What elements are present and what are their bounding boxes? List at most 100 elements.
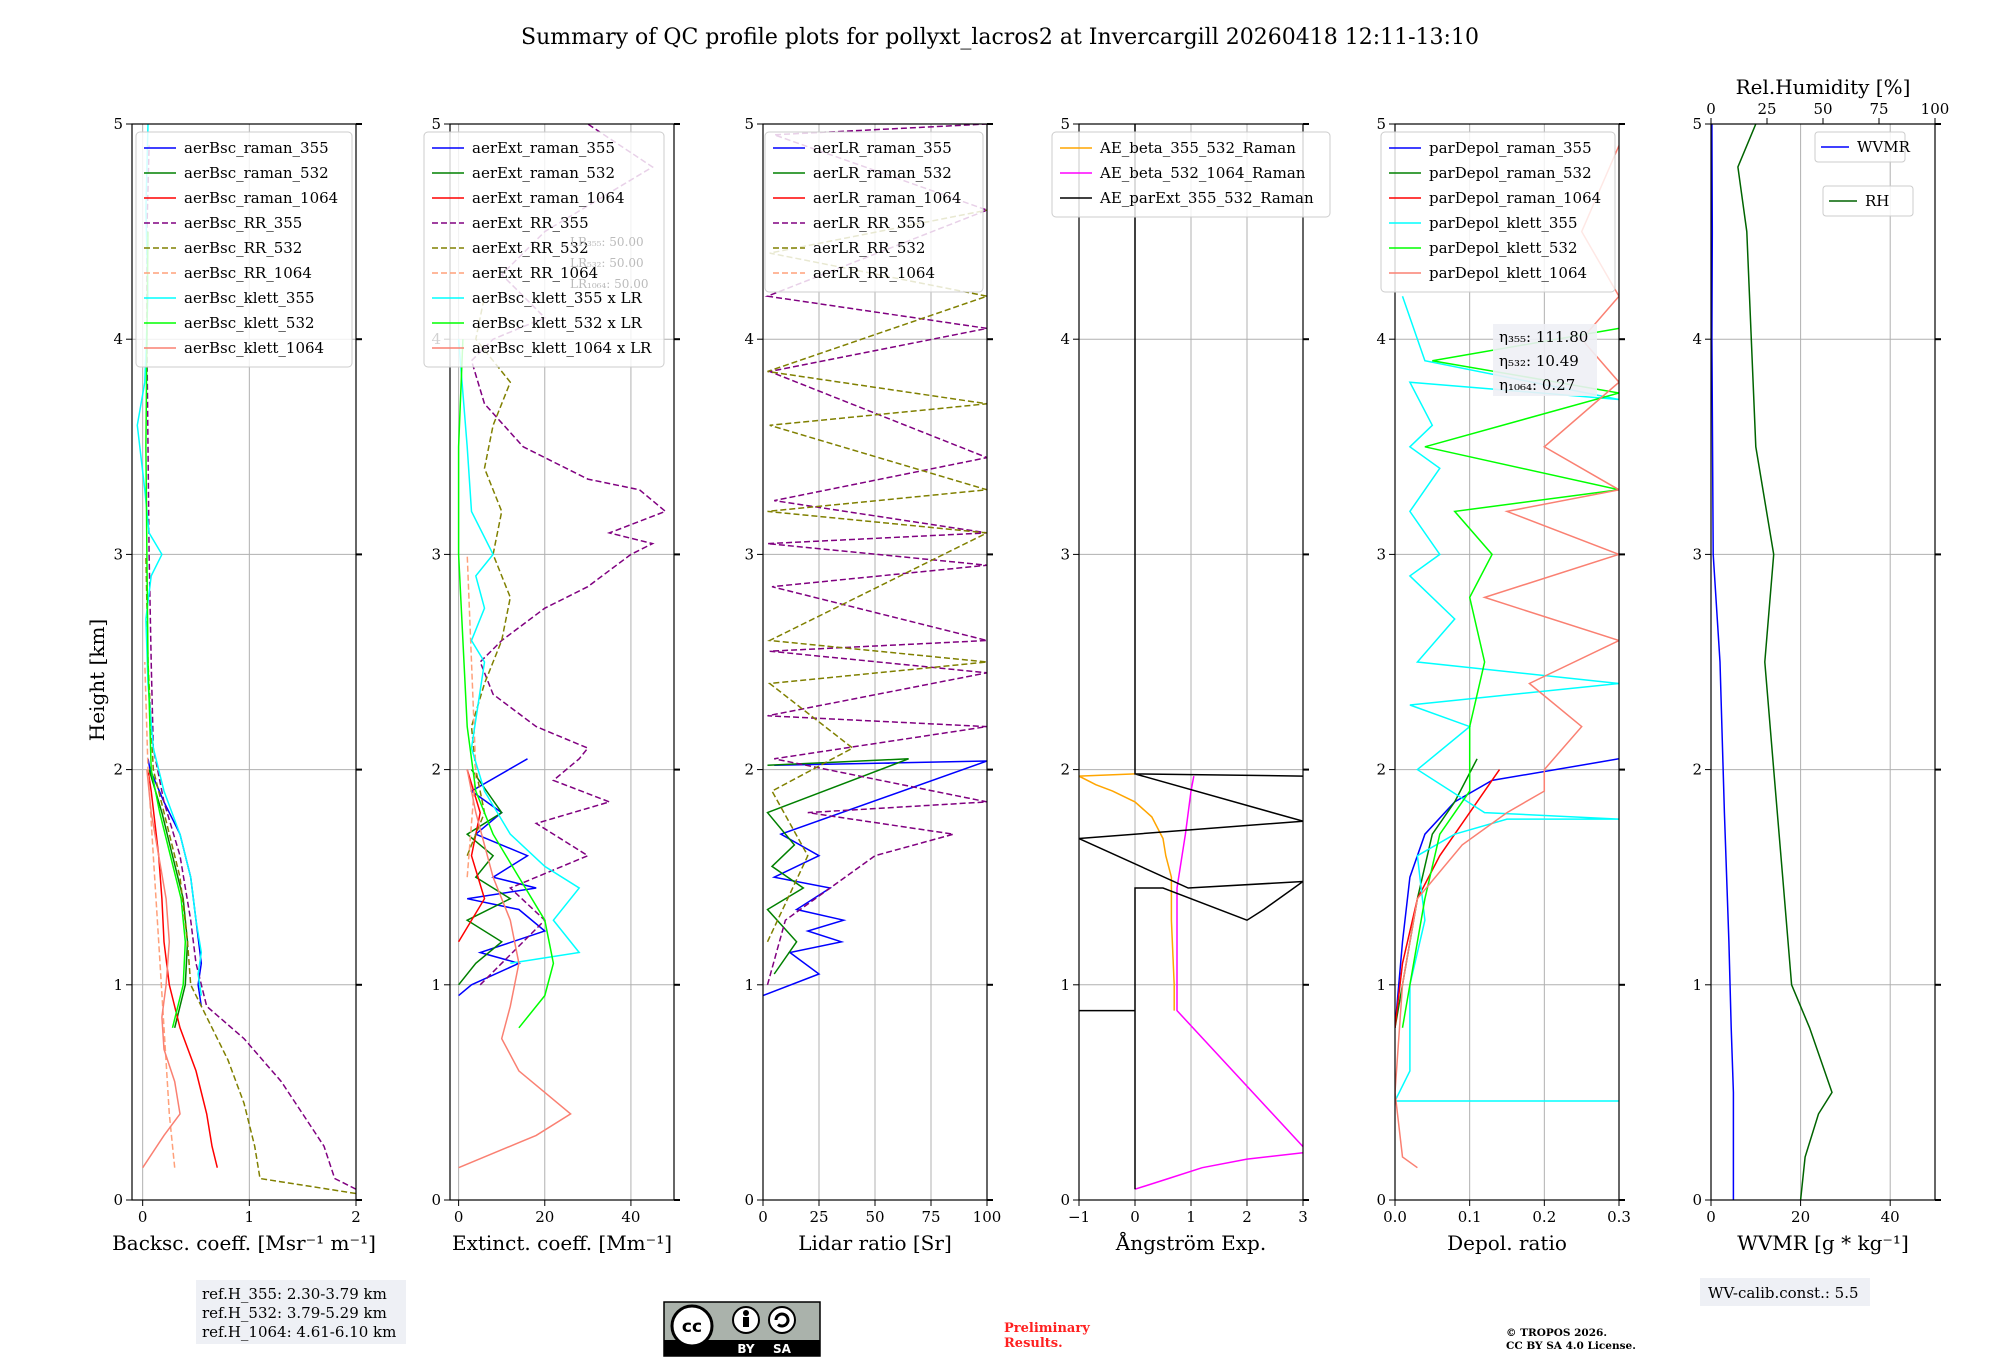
figure-title: Summary of QC profile plots for pollyxt_… — [521, 25, 1479, 50]
series-ext-aerBsc_klett_532 x LR — [457, 339, 555, 1029]
y-tick-label-lr-5: 5 — [744, 115, 754, 133]
x-tick-label-depol-2: 0.2 — [1532, 1208, 1556, 1226]
by-person-icon — [743, 1310, 749, 1316]
y-tick-label-ext-5: 5 — [431, 115, 441, 133]
x-tick-label-bsc-0: 0 — [138, 1208, 148, 1226]
legend-label-bsc-6: aerBsc_klett_355 — [184, 289, 315, 307]
legend-label-depol-2: parDepol_raman_1064 — [1429, 189, 1601, 207]
legend-label-ext-1: aerExt_raman_532 — [472, 164, 615, 182]
series-depol-parDepol_klett_1064 — [1395, 145, 1619, 1169]
legend-label-ext-3: aerExt_RR_355 — [472, 214, 589, 232]
x-tick-label-ext-0: 0 — [454, 1208, 464, 1226]
ref-height-box: ref.H_355: 2.30-3.79 km ref.H_532: 3.79-… — [196, 1280, 406, 1344]
panel-ext: 02040012345Extinct. coeff. [Mm⁻¹]aerExt_… — [423, 115, 680, 1255]
legend-label-lr-3: aerLR_RR_355 — [813, 214, 925, 232]
top-tick-label-2: 50 — [1813, 100, 1832, 118]
annotation-depol-1: η₅₃₂: 10.49 — [1499, 352, 1579, 370]
legend-label-ext-7: aerBsc_klett_532 x LR — [472, 314, 643, 332]
series-depol-parDepol_klett_532 — [1401, 327, 1619, 1028]
legend-label-lr-0: aerLR_raman_355 — [813, 139, 952, 157]
series-depol-parDepol_raman_355 — [1395, 758, 1619, 1028]
axes-frame-bsc — [131, 123, 357, 1201]
legend-label-wv-0: WVMR — [1857, 138, 1911, 156]
wv-calib-text: WV-calib.const.: 5.5 — [1708, 1284, 1859, 1302]
legend-ae: AE_beta_355_532_Raman AE_beta_532_1064_Ra… — [1051, 131, 1331, 218]
y-tick-label-wv-3: 3 — [1692, 545, 1702, 563]
series-bsc-aerBsc_RR_532 — [145, 554, 356, 1195]
y-tick-label-bsc-2: 2 — [113, 761, 123, 779]
legend-label-ae-1: AE_beta_532_1064_Raman — [1099, 164, 1306, 182]
x-axis-label-wv: WVMR [g * kg⁻¹] — [1737, 1231, 1909, 1255]
x-tick-label-lr-2: 50 — [865, 1208, 884, 1226]
legend-label-ext-2: aerExt_raman_1064 — [472, 189, 625, 207]
x-tick-label-depol-1: 0.1 — [1458, 1208, 1482, 1226]
series-ae-AE_parExt_355_532_Raman — [1079, 124, 1303, 1190]
x-tick-label-ae-3: 2 — [1242, 1208, 1252, 1226]
x-tick-label-ae-2: 1 — [1186, 1208, 1196, 1226]
y-tick-label-lr-3: 3 — [744, 545, 754, 563]
x-tick-label-wv-2: 40 — [1881, 1208, 1900, 1226]
series-ext-aerExt_RR_532 — [466, 296, 512, 856]
annotation-box-depol — [1493, 324, 1597, 396]
y-tick-label-bsc-5: 5 — [113, 115, 123, 133]
x-tick-label-lr-1: 25 — [809, 1208, 828, 1226]
series-bsc-aerBsc_klett_1064 — [142, 769, 181, 1169]
x-axis-label-lr: Lidar ratio [Sr] — [798, 1231, 952, 1255]
series-ae-AE_beta_355_532_Raman — [1079, 773, 1175, 1011]
x-tick-label-wv-0: 0 — [1706, 1208, 1716, 1226]
legend-label-bsc-4: aerBsc_RR_532 — [184, 239, 302, 257]
legend-wv-0: WVMR — [1814, 131, 1911, 163]
x-tick-label-bsc-2: 2 — [351, 1208, 361, 1226]
series-bsc-aerBsc_klett_355 — [136, 124, 203, 996]
legend-label-ext-4: aerExt_RR_532 — [472, 239, 589, 257]
y-tick-label-depol-1: 1 — [1376, 976, 1386, 994]
series-bsc-aerBsc_klett_532 — [145, 231, 187, 1028]
cc-by-label: BY — [737, 1342, 754, 1356]
x-tick-label-lr-4: 100 — [973, 1208, 1002, 1226]
axes-frame-depol — [1394, 123, 1620, 1201]
y-tick-label-wv-4: 4 — [1692, 330, 1702, 348]
y-tick-label-ext-0: 0 — [431, 1191, 441, 1209]
y-tick-label-wv-2: 2 — [1692, 761, 1702, 779]
y-axis-label: Height [km] — [85, 619, 109, 741]
wv-calib-box: WV-calib.const.: 5.5 — [1700, 1278, 1870, 1306]
legend-label-lr-5: aerLR_RR_1064 — [813, 264, 935, 282]
legend-label-ae-2: AE_parExt_355_532_Raman — [1099, 189, 1314, 207]
legend-label-lr-4: aerLR_RR_532 — [813, 239, 925, 257]
y-tick-label-ext-2: 2 — [431, 761, 441, 779]
legend-label-depol-1: parDepol_raman_532 — [1429, 164, 1592, 182]
panel-lr: 0 25 50 75 100 0 1 2 3 4 5 Lidar ratio [Sr] aerLR_ra… — [744, 115, 1001, 1255]
series-lr-aerLR_RR_532 — [766, 209, 987, 943]
y-tick-label-ae-1: 1 — [1060, 976, 1070, 994]
series-wv-WVMR — [1711, 124, 1735, 1200]
axes-frame-ext — [449, 123, 675, 1201]
y-tick-label-bsc-3: 3 — [113, 545, 123, 563]
x-tick-label-lr-3: 75 — [921, 1208, 940, 1226]
x-tick-label-depol-3: 0.3 — [1607, 1208, 1631, 1226]
x-tick-label-bsc-1: 1 — [245, 1208, 255, 1226]
y-tick-label-wv-0: 0 — [1692, 1191, 1702, 1209]
legend-label-wv-1: RH — [1865, 192, 1889, 210]
y-tick-label-depol-0: 0 — [1376, 1191, 1386, 1209]
legend-label-bsc-7: aerBsc_klett_532 — [184, 314, 315, 332]
legend-label-bsc-8: aerBsc_klett_1064 — [184, 339, 324, 357]
y-tick-label-bsc-0: 0 — [113, 1191, 123, 1209]
legend-bsc: aerBsc_raman_355 aerBsc_raman_532 aerBsc_r… — [135, 131, 353, 368]
legend-label-bsc-1: aerBsc_raman_532 — [184, 164, 329, 182]
y-tick-label-wv-5: 5 — [1692, 115, 1702, 133]
series-ext-aerBsc_klett_355 x LR — [457, 339, 581, 965]
series-depol-parDepol_raman_1064 — [1395, 769, 1501, 1028]
legend-ext: aerExt_raman_355 aerExt_raman_532 aerExt_r… — [423, 131, 665, 368]
series-bsc-aerBsc_RR_355 — [146, 145, 356, 1190]
series-ext-aerExt_raman_1064 — [457, 769, 486, 943]
x-axis-label-ae: Ångström Exp. — [1115, 1230, 1266, 1255]
y-tick-label-ae-3: 3 — [1060, 545, 1070, 563]
y-tick-label-ext-1: 1 — [431, 976, 441, 994]
annotation-depol-2: η₁₀₆₄: 0.27 — [1499, 376, 1575, 394]
legend-lr: aerLR_raman_355 aerLR_raman_532 aerLR_rama… — [764, 131, 984, 293]
y-tick-label-ae-5: 5 — [1060, 115, 1070, 133]
legend-label-depol-4: parDepol_klett_532 — [1429, 239, 1578, 257]
top-tick-label-3: 75 — [1869, 100, 1888, 118]
